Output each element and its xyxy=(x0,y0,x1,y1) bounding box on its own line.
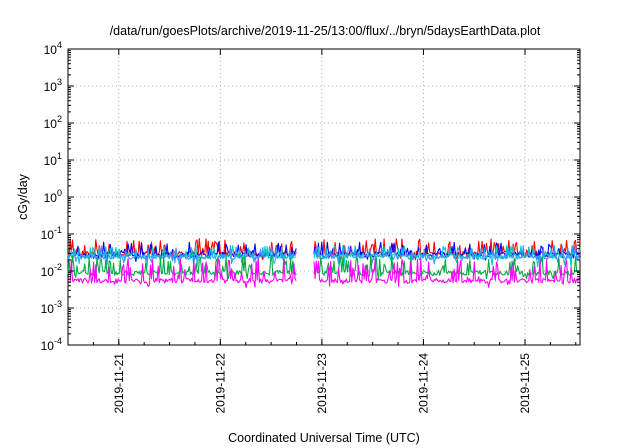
x-tick-label: 2019-11-21 xyxy=(112,353,126,414)
x-tick-label: 2019-11-22 xyxy=(213,353,227,414)
y-tick-label: 10-4 xyxy=(41,336,62,353)
y-tick-label: 100 xyxy=(44,188,62,205)
series-line xyxy=(67,255,581,280)
x-axis: 2019-11-21 2019-11-22 2019-11-23 2019-11-24… xyxy=(67,49,577,414)
y-tick-label: 10-3 xyxy=(41,299,62,316)
y-tick-label: 104 xyxy=(44,40,62,57)
x-axis-label: Coordinated Universal Time (UTC) xyxy=(228,431,420,445)
y-tick-label: 10-1 xyxy=(41,225,62,242)
y-tick-label: 103 xyxy=(44,77,62,94)
chart-title: /data/run/goesPlots/archive/2019-11-25/1… xyxy=(110,24,541,38)
y-tick-label: 10-2 xyxy=(41,262,62,279)
x-tick-label: 2019-11-25 xyxy=(518,353,532,414)
y-axis: 10-4 10-3 10-2 10-1 100 101 102 103 104 xyxy=(41,40,580,353)
y-tick-label: 101 xyxy=(44,151,62,168)
x-tick-label: 2019-11-23 xyxy=(315,353,329,414)
series-group xyxy=(67,238,581,289)
y-tick-label: 102 xyxy=(44,114,62,131)
series-line xyxy=(67,257,581,289)
y-axis-label: cGy/day xyxy=(16,173,30,220)
x-tick-label: 2019-11-24 xyxy=(416,353,430,414)
grid xyxy=(68,49,580,345)
